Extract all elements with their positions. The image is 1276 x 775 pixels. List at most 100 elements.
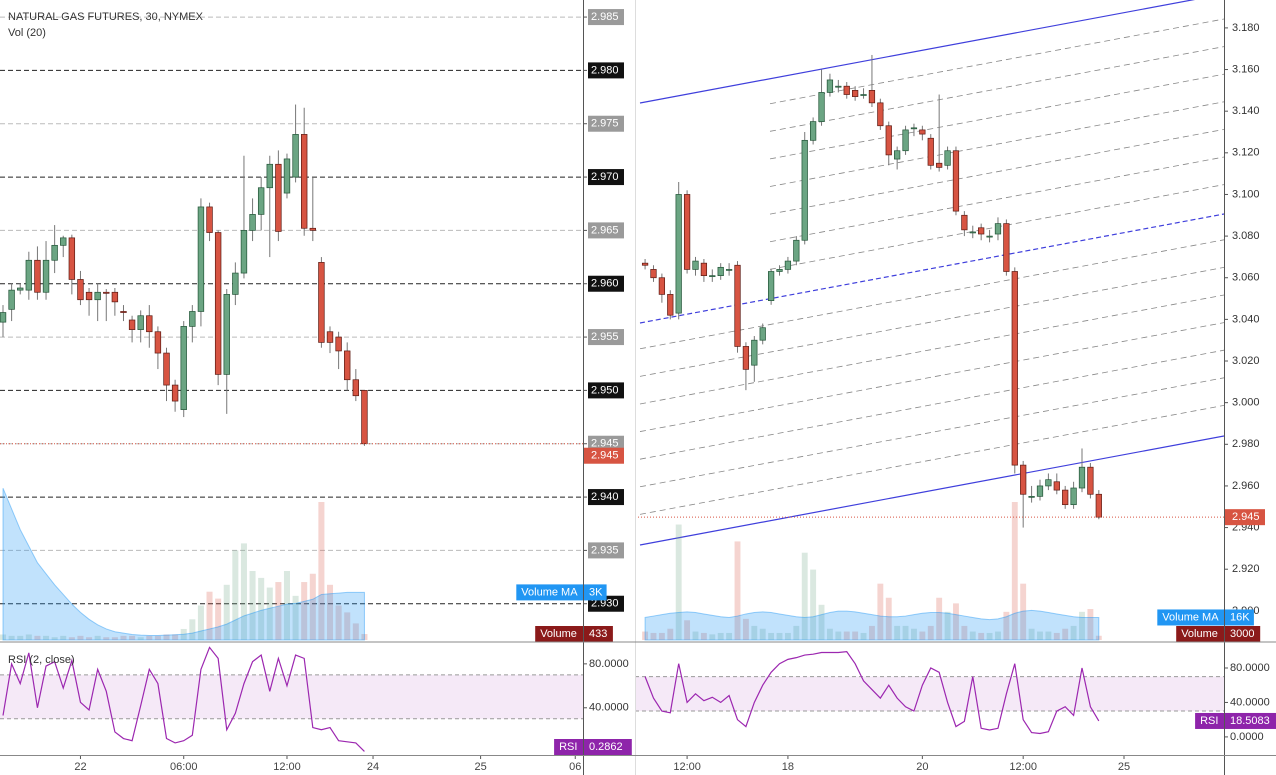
- x-tick-label: 22: [74, 761, 86, 773]
- chart-title: NATURAL GAS FUTURES, 30, NYMEX: [8, 11, 204, 23]
- volume-bar: [1087, 609, 1094, 640]
- y-tick-label: 2.955: [591, 331, 619, 343]
- volume-bar: [240, 543, 247, 640]
- candle-body: [137, 315, 144, 330]
- volume-bar: [1062, 628, 1069, 640]
- volume-bar: [944, 611, 951, 640]
- volume-bar: [137, 637, 144, 640]
- candle-body: [1087, 466, 1094, 495]
- badge-value-box: [584, 739, 632, 755]
- candle-body: [326, 331, 334, 343]
- volume-bar: [835, 631, 842, 640]
- volume-bar: [86, 637, 93, 640]
- candle-body: [1003, 223, 1010, 272]
- y-tick-label: 3.060: [1232, 272, 1260, 284]
- volume-bar: [223, 584, 230, 640]
- volume-bar: [801, 552, 808, 640]
- volume-bar: [675, 524, 682, 640]
- volume-bar: [206, 591, 213, 640]
- x-tick-label: 12:00: [1009, 761, 1037, 773]
- volume-bar: [1095, 635, 1102, 640]
- volume-bar: [352, 623, 359, 640]
- last-price-label: 2.945: [1232, 511, 1260, 523]
- candle-body: [85, 291, 93, 301]
- volume-bar: [969, 631, 976, 640]
- candle-body: [936, 162, 943, 168]
- candle-body: [810, 121, 817, 141]
- badge-value: 0.2862: [589, 741, 623, 753]
- y-tick-box: [588, 9, 624, 26]
- candle-body: [361, 390, 368, 445]
- candle-body: [751, 339, 758, 366]
- candle-body: [249, 214, 256, 231]
- y-tick-box: [588, 329, 624, 346]
- fib-line: [769, 101, 1224, 187]
- volume-bar: [1011, 502, 1018, 640]
- candle-body: [700, 262, 708, 277]
- volume-bar: [734, 541, 741, 640]
- volume-bar: [793, 625, 800, 640]
- volume-bar: [129, 635, 136, 640]
- candle-body: [232, 272, 239, 295]
- y-tick-label: 2.975: [591, 118, 619, 130]
- badge-name: Volume MA: [1162, 611, 1219, 623]
- y-tick-label: 3.080: [1232, 230, 1260, 242]
- badge-value: 16K: [1230, 611, 1250, 623]
- candle-body: [335, 336, 342, 352]
- volume-bar: [709, 634, 716, 640]
- candle-body: [793, 239, 800, 262]
- last-price-box: [1225, 509, 1265, 526]
- candle-body: [154, 331, 162, 354]
- rsi-line: [644, 650, 1100, 735]
- candle-body: [734, 264, 741, 347]
- y-tick-box: [588, 275, 624, 292]
- rsi-tick-label: 0.0000: [1230, 731, 1264, 743]
- fib-line: [769, 73, 1224, 160]
- candle-body: [257, 187, 265, 215]
- candle-body: [292, 134, 299, 178]
- candle-body: [171, 384, 179, 402]
- y-tick-label: 2.940: [591, 491, 619, 503]
- volume-bar: [768, 632, 775, 640]
- volume-bar: [197, 605, 204, 640]
- y-tick-box: [588, 489, 624, 506]
- candle-body: [894, 150, 901, 160]
- candle-body: [214, 232, 222, 375]
- x-tick-label: 12:00: [273, 761, 301, 773]
- y-tick-label: 2.970: [591, 171, 619, 183]
- volume-bar: [77, 635, 84, 640]
- y-tick-label: 3.160: [1232, 63, 1260, 75]
- volume-bar: [232, 550, 239, 640]
- layer: [0, 0, 1224, 605]
- volume-bar: [163, 634, 170, 640]
- candle-body: [1062, 489, 1069, 506]
- volume-bar: [249, 571, 256, 640]
- volume-bar: [784, 632, 791, 640]
- volume-bar: [51, 637, 58, 640]
- candle-body: [944, 150, 951, 166]
- candle-body: [843, 85, 850, 95]
- y-tick-label: 2.980: [1232, 438, 1260, 450]
- fib-line: [769, 156, 1224, 243]
- rsi-tick-label: 40.0000: [589, 702, 629, 714]
- candle-body: [692, 260, 699, 270]
- candle-body: [51, 244, 58, 261]
- candle-body: [0, 312, 7, 323]
- y-tick-label: 2.960: [1232, 480, 1260, 492]
- candle-body: [885, 125, 892, 156]
- candle-body: [952, 150, 960, 212]
- candle-body: [197, 206, 205, 312]
- volume-bar: [642, 631, 649, 640]
- volume-bar: [180, 628, 187, 640]
- y-tick-label: 2.950: [591, 384, 619, 396]
- volume-bar: [902, 625, 909, 640]
- candle-body: [1070, 487, 1077, 506]
- volume-bar: [335, 605, 342, 640]
- volume-bar: [120, 635, 127, 640]
- trend-line: [639, 0, 1196, 104]
- y-tick-box: [588, 62, 624, 79]
- candle-body: [759, 327, 766, 341]
- fib-line: [639, 239, 1224, 350]
- badge-name: RSI: [1200, 715, 1218, 727]
